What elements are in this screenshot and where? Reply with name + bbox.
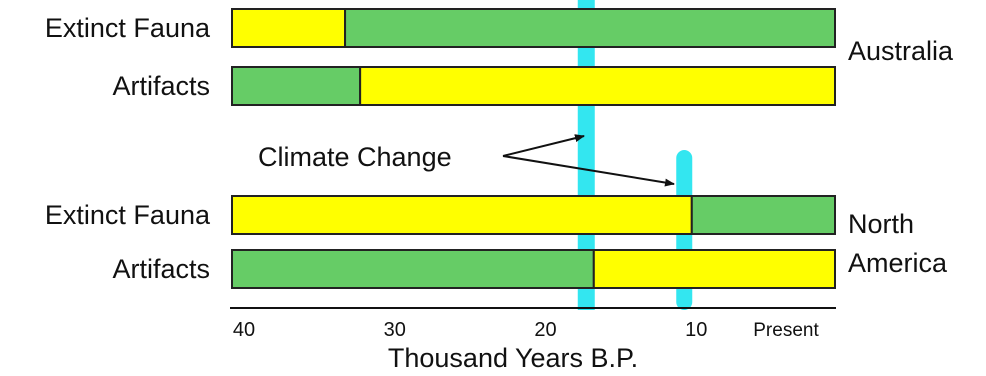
- bar-0-0: [231, 8, 836, 48]
- climate-arrow-2: [502, 155, 675, 187]
- bar-1-0: [231, 195, 836, 235]
- x-tick-label: 20: [534, 319, 556, 341]
- bar-0-1: [231, 66, 836, 106]
- x-tick-label: 10: [685, 319, 707, 341]
- bar-segment: [231, 66, 362, 106]
- row-label: Artifacts: [112, 71, 210, 101]
- row-label: Extinct Fauna: [45, 13, 211, 43]
- x-tick-label: Present: [753, 320, 819, 341]
- row-label: Extinct Fauna: [45, 200, 211, 230]
- x-axis-title: Thousand Years B.P.: [388, 343, 638, 373]
- bar-segment: [231, 249, 595, 289]
- bar-segment: [344, 8, 836, 48]
- bar-1-1: [231, 249, 836, 289]
- region-label: America: [848, 248, 948, 278]
- x-tick-label: 40: [233, 319, 255, 341]
- climate-arrow-1: [502, 134, 585, 157]
- bar-segment: [231, 195, 693, 235]
- bar-segment: [359, 66, 836, 106]
- row-label: Artifacts: [112, 254, 210, 284]
- bar-segment: [231, 8, 347, 48]
- bar-segment: [592, 249, 836, 289]
- bar-segment: [690, 195, 836, 235]
- region-label: Australia: [848, 36, 954, 66]
- x-tick-label: 30: [384, 319, 406, 341]
- region-label: North: [848, 209, 914, 239]
- climate-change-label: Climate Change: [258, 142, 452, 172]
